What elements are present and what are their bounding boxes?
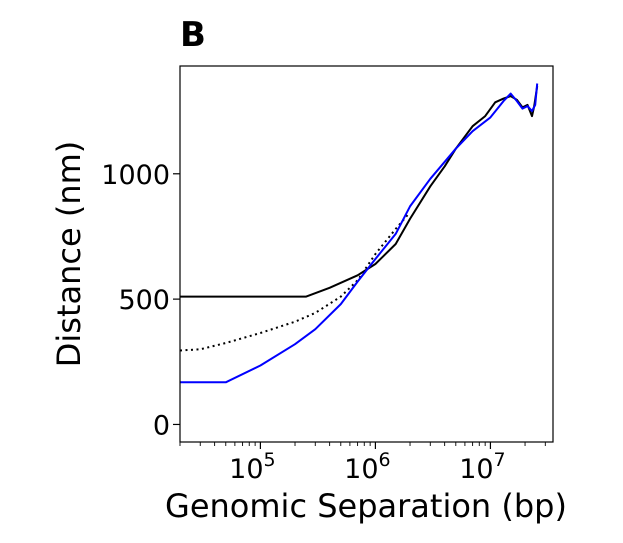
series-line-1 bbox=[180, 85, 539, 298]
series-line-2 bbox=[180, 214, 409, 352]
x-axis-ticks: 105 106 107 bbox=[179, 442, 546, 485]
y-tick-label: 0 bbox=[153, 410, 170, 441]
y-axis-label: Distance (nm) bbox=[50, 141, 88, 368]
y-tick-label: 1000 bbox=[101, 160, 170, 191]
x-tick-label: 107 bbox=[459, 449, 505, 485]
plot-frame bbox=[179, 65, 554, 443]
y-tick-label: 500 bbox=[118, 285, 170, 316]
series-layer bbox=[180, 83, 539, 384]
series-line-3 bbox=[180, 83, 539, 384]
panel-label: B bbox=[180, 15, 206, 55]
x-axis-label: Genomic Separation (bp) bbox=[165, 487, 567, 525]
x-tick-label: 106 bbox=[344, 449, 390, 485]
y-axis-ticks: 0 500 1000 bbox=[101, 160, 180, 441]
x-tick-label: 105 bbox=[229, 449, 275, 485]
plot-area bbox=[179, 65, 554, 443]
